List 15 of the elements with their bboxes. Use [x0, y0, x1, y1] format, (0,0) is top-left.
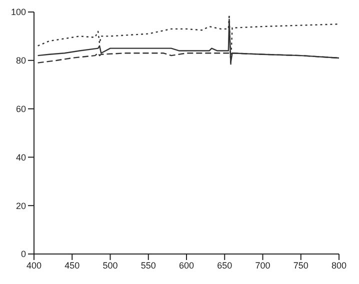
- y-tick-label: 100: [10, 7, 26, 18]
- y-tick-label: 60: [16, 104, 26, 114]
- y-tick-label: 20: [16, 200, 26, 211]
- x-tick-label: 600: [178, 260, 194, 270]
- y-tick-label: 80: [16, 56, 26, 66]
- x-tick-label: 550: [140, 260, 156, 270]
- x-tick-label: 800: [331, 260, 347, 270]
- x-tick-label: 400: [26, 260, 42, 270]
- y-tick-label: 0: [20, 249, 26, 260]
- x-tick-label: 500: [102, 260, 118, 270]
- x-tick-label: 450: [64, 260, 80, 270]
- x-tick-label: 700: [255, 260, 270, 270]
- x-tick-label: 650: [217, 260, 232, 270]
- y-tick-label: 40: [16, 152, 26, 162]
- x-tick-label: 750: [293, 260, 308, 270]
